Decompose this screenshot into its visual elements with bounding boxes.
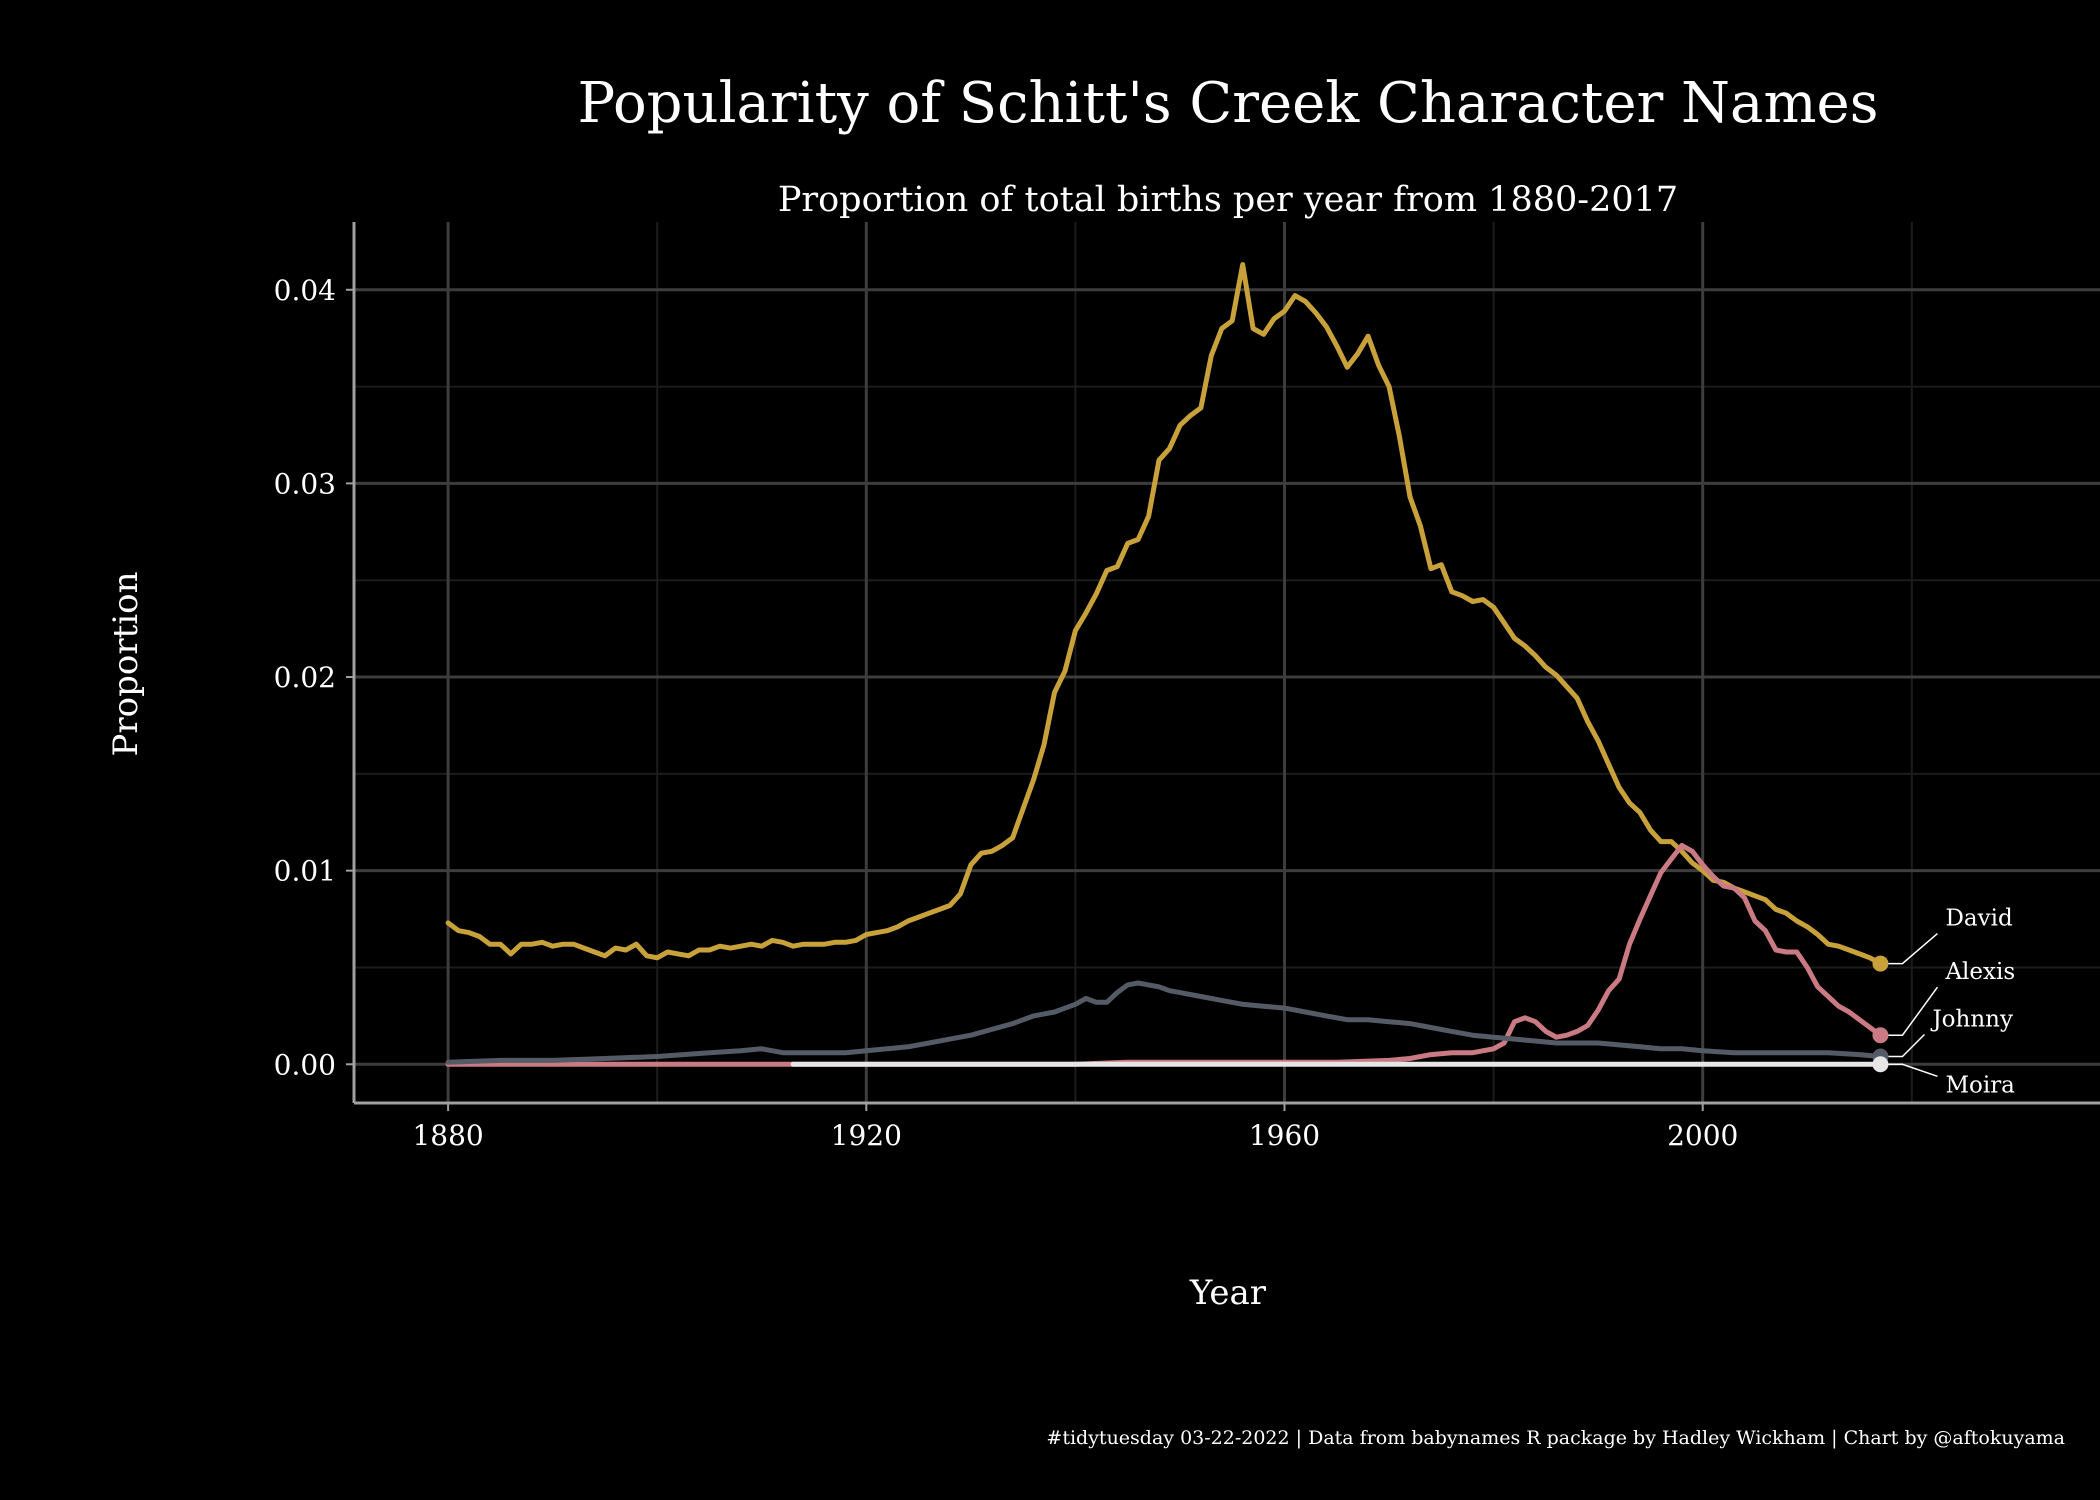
leader-line-moira	[1888, 1063, 1938, 1077]
series-line-johnny	[445, 980, 1883, 1065]
chart-subtitle: Proportion of total births per year from…	[778, 180, 1678, 220]
x-tick-label: 1960	[1249, 1119, 1320, 1152]
y-tick-label: 0.00	[274, 1048, 336, 1081]
x-tick-label: 2000	[1667, 1119, 1738, 1152]
caption: #tidytuesday 03-22-2022 | Data from baby…	[1046, 1427, 2065, 1449]
leader-line-david	[1888, 933, 1938, 965]
axes: 1880 1920 1960 2000 0.00 0.01 0.02 0.03 0.04	[274, 222, 2100, 1152]
end-point-david	[1872, 955, 1889, 972]
leader-line-johnny	[1888, 1033, 1925, 1058]
chart-title: Popularity of Schitt's Creek Character N…	[578, 71, 1879, 136]
end-point-alexis	[1872, 1027, 1889, 1044]
y-tick-label: 0.04	[274, 274, 336, 307]
leader-line-alexis	[1888, 986, 1939, 1036]
x-tick-label: 1880	[412, 1119, 483, 1152]
x-tick-label: 1920	[831, 1119, 902, 1152]
end-point-moira	[1872, 1056, 1889, 1073]
series-line-david	[445, 262, 1883, 967]
grid-lines	[354, 222, 2100, 1103]
x-axis-title: Year	[1189, 1273, 1267, 1313]
y-tick-label: 0.02	[274, 661, 336, 694]
y-tick-label: 0.03	[274, 467, 336, 500]
end-label-alexis: Alexis	[1944, 959, 2015, 985]
end-label-moira: Moira	[1945, 1072, 2015, 1098]
end-label-johnny: Johnny	[1930, 1007, 2013, 1033]
end-labels: David Alexis Johnny Moira	[1872, 906, 2015, 1098]
y-axis-title: Proportion	[106, 572, 146, 757]
y-tick-label: 0.01	[274, 855, 336, 888]
end-label-david: David	[1945, 906, 2013, 932]
series-lines	[445, 262, 1883, 1067]
